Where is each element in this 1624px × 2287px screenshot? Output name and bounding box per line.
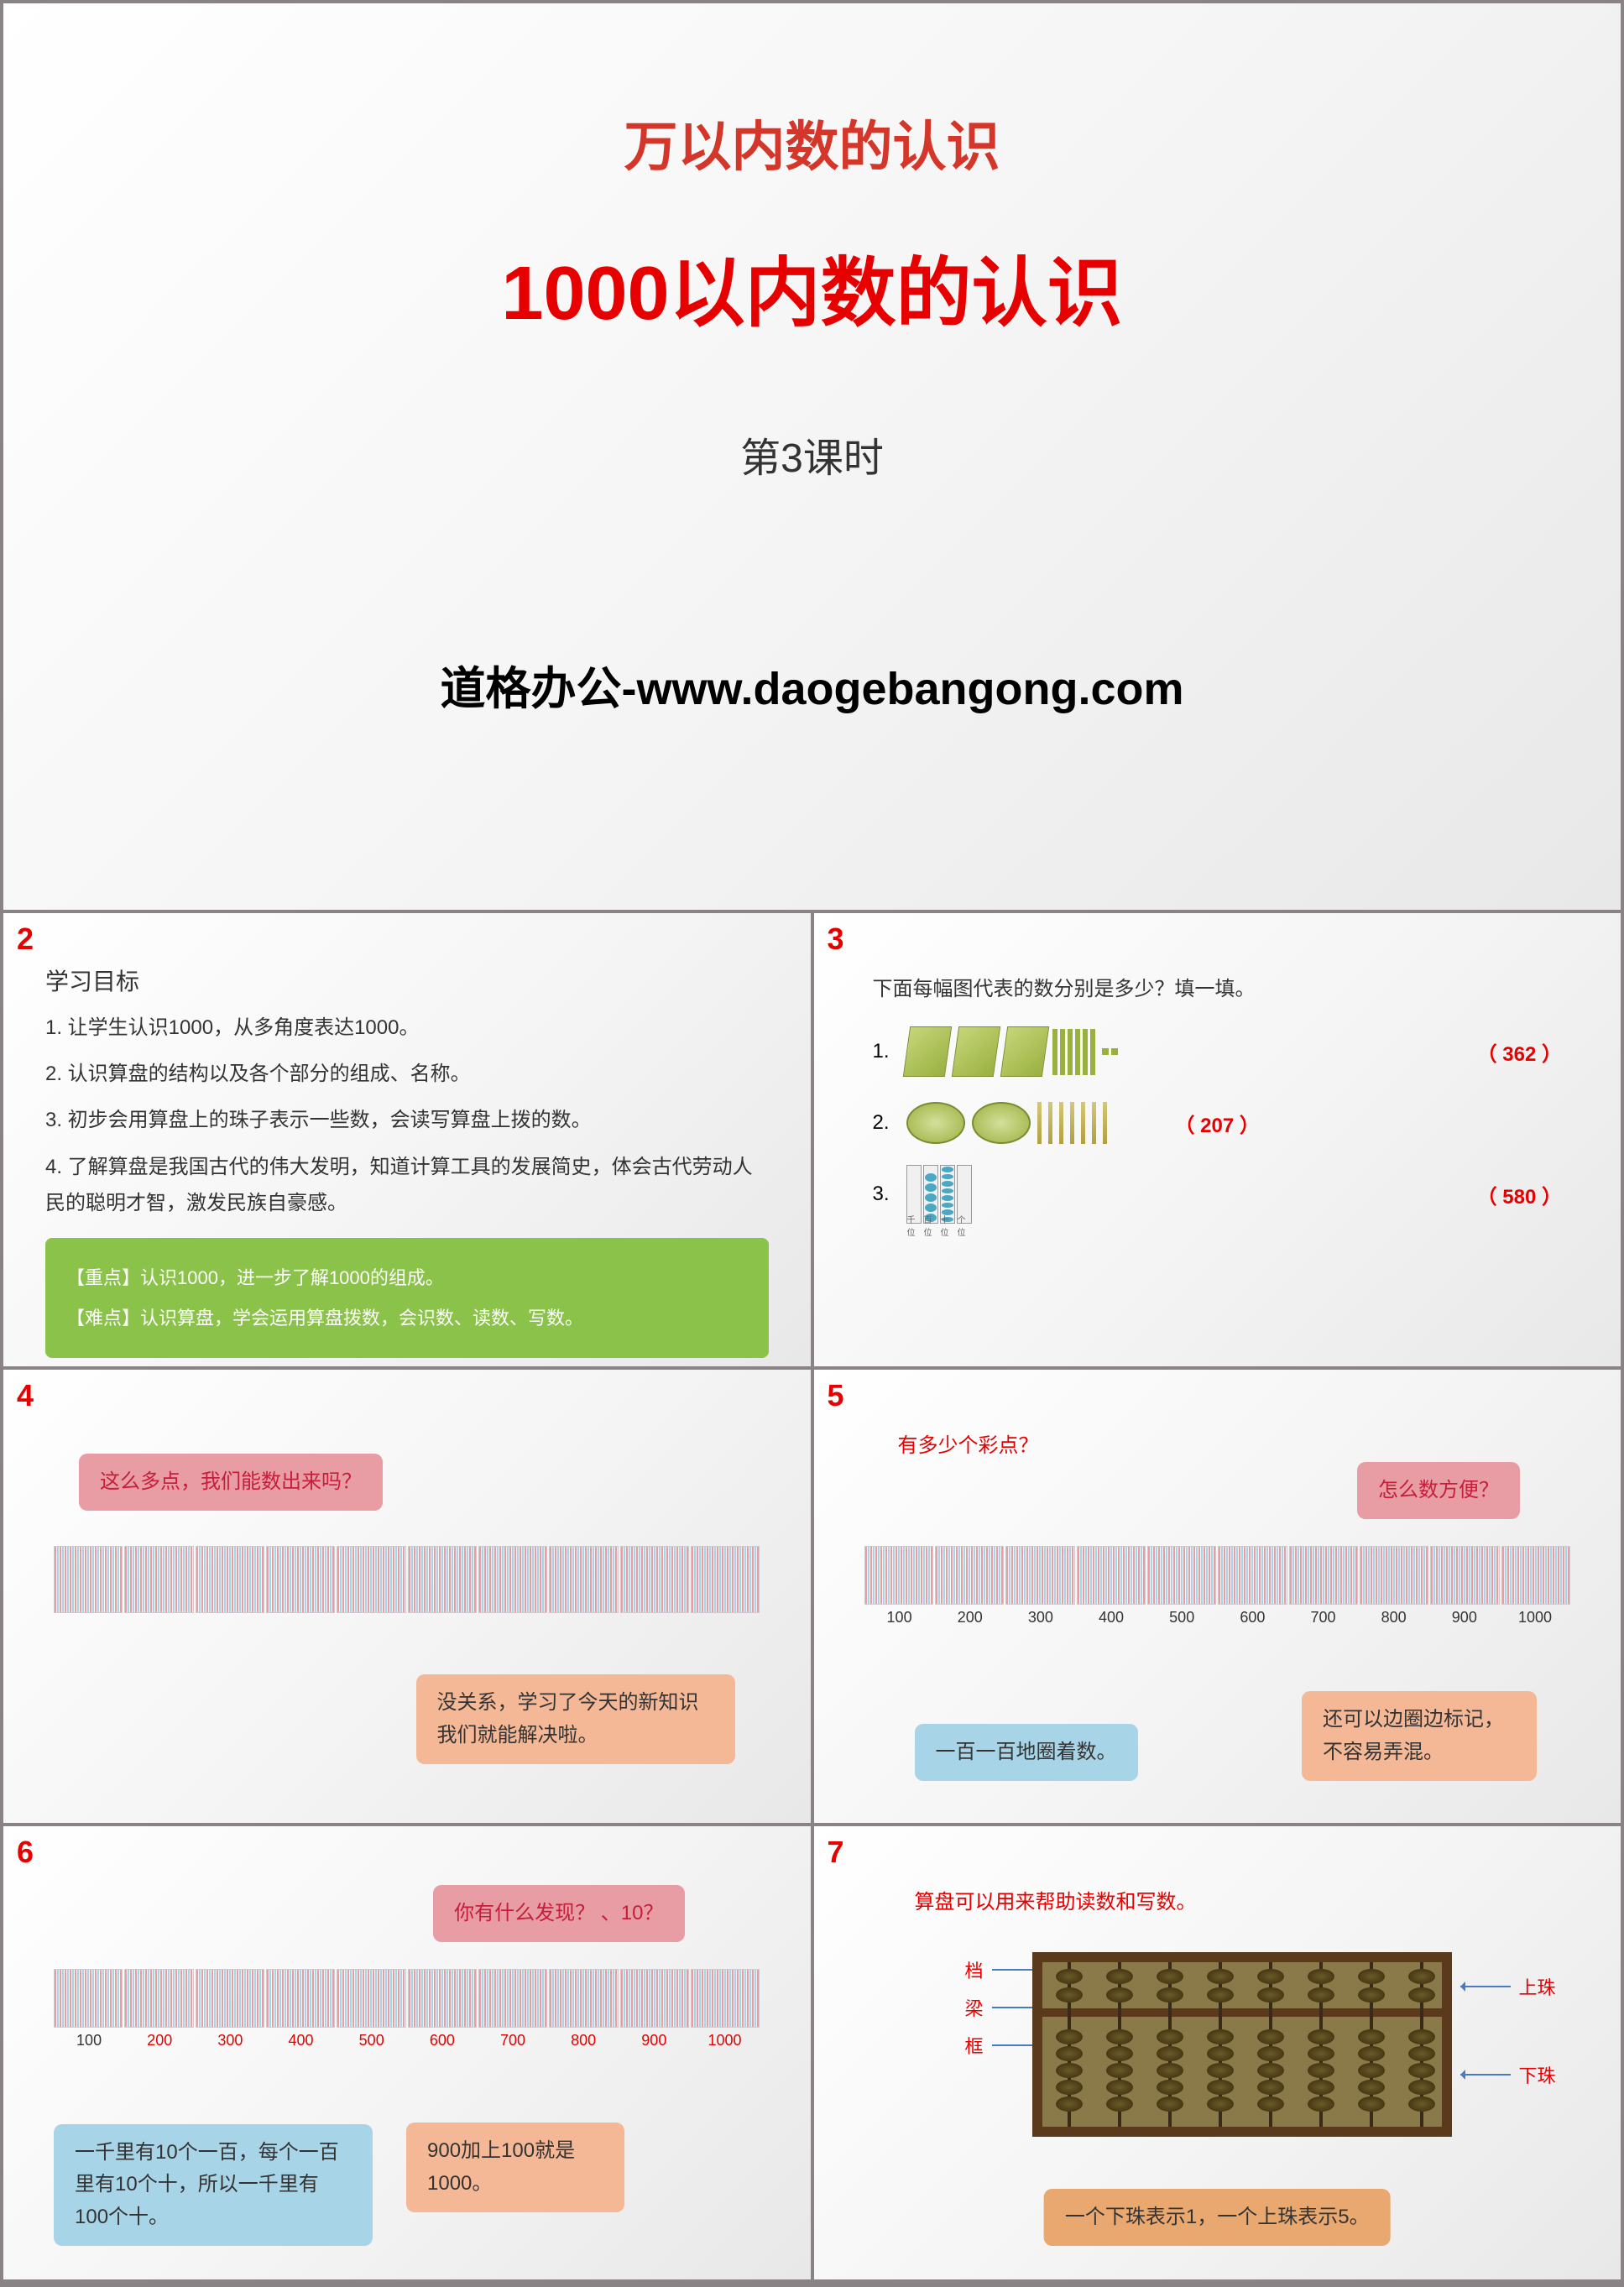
q3-graphic: 千位 百位 十位 个位 — [906, 1169, 1141, 1219]
bubble-answer: 没关系，学习了今天的新知识我们就能解决啦。 — [416, 1674, 735, 1764]
supertitle: 万以内数的认识 — [624, 104, 1000, 181]
scale-labels: 100200300400500 6007008009001000 — [864, 1609, 1571, 1626]
keypoint: 【重点】认识1000，进一步了解1000的组成。 — [66, 1261, 748, 1295]
objective-1: 1. 让学生认识1000，从多角度表达1000。 — [45, 1010, 769, 1046]
abacus-title: 算盘可以用来帮助读数和写数。 — [915, 1885, 1197, 1914]
key-difficulty-box: 【重点】认识1000，进一步了解1000的组成。 【难点】认识算盘，学会运用算盘… — [45, 1238, 769, 1358]
label-liang: 梁 — [965, 1994, 1042, 2021]
q1-answer: （ 362 ） — [1477, 1037, 1562, 1067]
slide-3-questions: 3 下面每幅图代表的数分别是多少？填一填。 1. （ 362 ） 2. （ 20… — [814, 913, 1621, 1366]
question-row-1: 1. （ 362 ） — [873, 1026, 1563, 1077]
question-row-2: 2. （ 207 ） — [873, 1098, 1563, 1148]
dots-strip — [864, 1546, 1571, 1605]
question-prompt: 下面每幅图代表的数分别是多少？填一填。 — [873, 972, 1596, 1001]
label-kuang: 框 — [965, 2032, 1042, 2059]
slide-6: 6 你有什么发现？ 、10？ 100 200 300 400 500 600 7… — [3, 1826, 811, 2279]
slide-7-abacus: 7 算盘可以用来帮助读数和写数。 档 梁 框 上珠 下珠 一个下珠表示 — [814, 1826, 1621, 2279]
objectives-heading: 学习目标 — [45, 963, 786, 997]
bottom-note: 一个下珠表示1，一个上珠表示5。 — [1044, 2189, 1391, 2246]
objective-4: 4. 了解算盘是我国古代的伟大发明，知道计算工具的发展简史，体会古代劳动人民的聪… — [45, 1149, 769, 1221]
q3-label: 3. — [873, 1183, 890, 1206]
dots-strip — [54, 1969, 760, 2028]
question-row-3: 3. 千位 百位 十位 个位 （ 580 ） — [873, 1169, 1563, 1219]
q3-answer: （ 580 ） — [1477, 1180, 1562, 1209]
slide-1-title: 万以内数的认识 1000以内数的认识 第3课时 道格办公-www.daogeba… — [3, 3, 1621, 910]
title-text: 有多少个彩点？ — [898, 1428, 1039, 1458]
scale-labels: 100 200 300 400 500 600 700 800 900 1000 — [54, 2032, 760, 2049]
objective-2: 2. 认识算盘的结构以及各个部分的组成、名称。 — [45, 1056, 769, 1092]
slide-number: 5 — [828, 1378, 844, 1413]
slide-number: 4 — [17, 1378, 34, 1413]
q2-graphic — [906, 1098, 1141, 1148]
slide-number: 2 — [17, 922, 34, 957]
main-title: 1000以内数的认识 — [501, 232, 1122, 341]
label-dang: 档 — [965, 1956, 1042, 1983]
bubble-finding2: 900加上100就是1000。 — [406, 2123, 624, 2212]
slide-2-objectives: 2 学习目标 1. 让学生认识1000，从多角度表达1000。 2. 认识算盘的… — [3, 913, 811, 1366]
bubble-method2: 还可以边圈边标记，不容易弄混。 — [1302, 1691, 1537, 1781]
bubble-q: 怎么数方便？ — [1357, 1462, 1520, 1519]
dots-strip — [54, 1546, 760, 1613]
slide-number: 7 — [828, 1835, 844, 1870]
slide-5: 5 有多少个彩点？ 怎么数方便？ 100200300400500 6007008… — [814, 1370, 1621, 1823]
difficulty: 【难点】认识算盘，学会运用算盘拨数，会识数、读数、写数。 — [66, 1302, 748, 1335]
footer: 道格办公-www.daogebangong.com — [441, 651, 1184, 718]
q1-graphic — [906, 1026, 1141, 1077]
bubble-finding1: 一千里有10个一百，每个一百里有10个十，所以一千里有100个十。 — [54, 2124, 373, 2246]
objective-3: 3. 初步会用算盘上的珠子表示一些数，会读写算盘上拨的数。 — [45, 1102, 769, 1138]
slide-grid: 万以内数的认识 1000以内数的认识 第3课时 道格办公-www.daogeba… — [3, 3, 1621, 2279]
slide-number: 3 — [828, 922, 844, 957]
bubble-method1: 一百一百地圈着数。 — [915, 1724, 1138, 1781]
q1-label: 1. — [873, 1040, 890, 1063]
slide-4: 4 这么多点，我们能数出来吗？ 没关系，学习了今天的新知识我们就能解决啦。 — [3, 1370, 811, 1823]
slide-number: 6 — [17, 1835, 34, 1870]
bubble-q: 你有什么发现？ 、10？ — [433, 1885, 684, 1942]
q2-label: 2. — [873, 1111, 890, 1135]
label-xiazhu: 下珠 — [1460, 2061, 1556, 2088]
abacus-diagram — [1032, 1952, 1452, 2137]
q2-answer: （ 207 ） — [1175, 1109, 1260, 1138]
label-shangzhu: 上珠 — [1460, 1973, 1556, 2000]
subtitle: 第3课时 — [740, 425, 884, 483]
bubble-question: 这么多点，我们能数出来吗？ — [79, 1454, 383, 1511]
